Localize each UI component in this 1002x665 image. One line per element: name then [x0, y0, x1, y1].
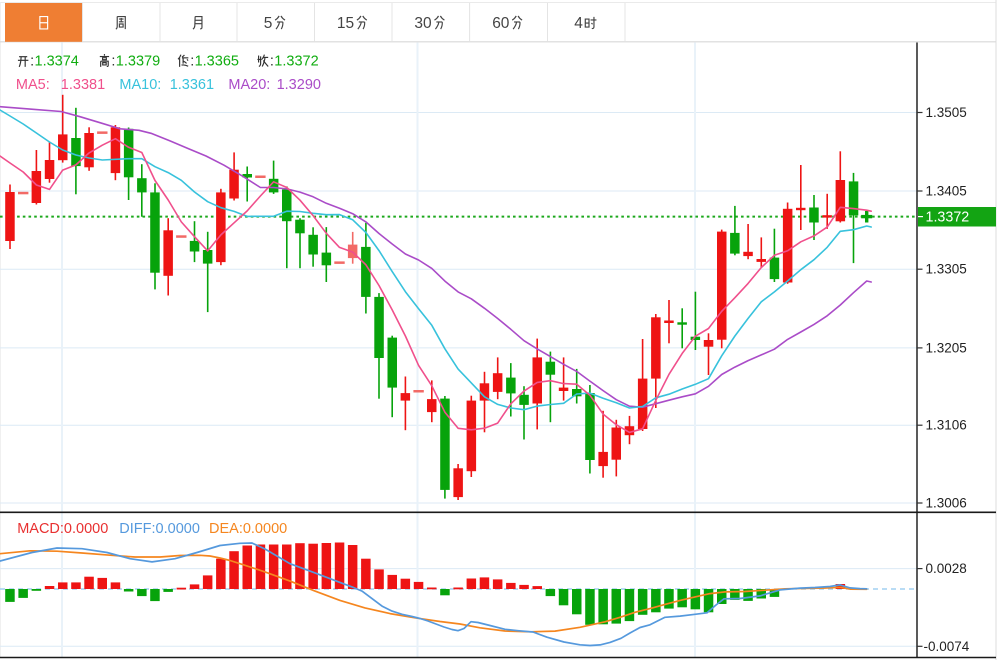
svg-text:1.3379: 1.3379 — [116, 54, 160, 70]
svg-text:1.3106: 1.3106 — [926, 418, 967, 433]
svg-text:1.3405: 1.3405 — [926, 184, 967, 199]
svg-text::: : — [270, 54, 274, 70]
svg-text::: : — [190, 54, 194, 70]
svg-text:1.3365: 1.3365 — [195, 54, 239, 70]
svg-text:4: 4 — [574, 15, 583, 32]
svg-text:MA5:: MA5: — [16, 77, 50, 93]
svg-text:MA10:: MA10: — [119, 77, 161, 93]
svg-text:1.3505: 1.3505 — [926, 105, 967, 120]
svg-text::: : — [30, 54, 34, 70]
svg-text:MA20:: MA20: — [228, 77, 270, 93]
svg-text:60: 60 — [492, 15, 510, 32]
svg-text:DIFF:0.0000: DIFF:0.0000 — [119, 521, 200, 537]
svg-text:5: 5 — [264, 15, 273, 32]
svg-text:1.3006: 1.3006 — [926, 496, 967, 511]
svg-text:15: 15 — [337, 15, 354, 32]
svg-text:1.3361: 1.3361 — [170, 77, 214, 93]
svg-text:1.3372: 1.3372 — [926, 210, 970, 226]
svg-text:1.3374: 1.3374 — [35, 54, 79, 70]
svg-text:-0.0074: -0.0074 — [924, 639, 970, 654]
svg-text:30: 30 — [414, 15, 432, 32]
svg-text:1.3381: 1.3381 — [61, 77, 105, 93]
svg-text:1.3305: 1.3305 — [926, 262, 967, 277]
svg-text:0.0028: 0.0028 — [926, 561, 967, 576]
svg-text:DEA:0.0000: DEA:0.0000 — [209, 521, 287, 537]
svg-text::: : — [111, 54, 115, 70]
svg-text:1.3290: 1.3290 — [277, 77, 321, 93]
svg-text:1.3205: 1.3205 — [926, 340, 967, 355]
svg-text:1.3372: 1.3372 — [274, 54, 318, 70]
svg-text:MACD:0.0000: MACD:0.0000 — [17, 521, 108, 537]
